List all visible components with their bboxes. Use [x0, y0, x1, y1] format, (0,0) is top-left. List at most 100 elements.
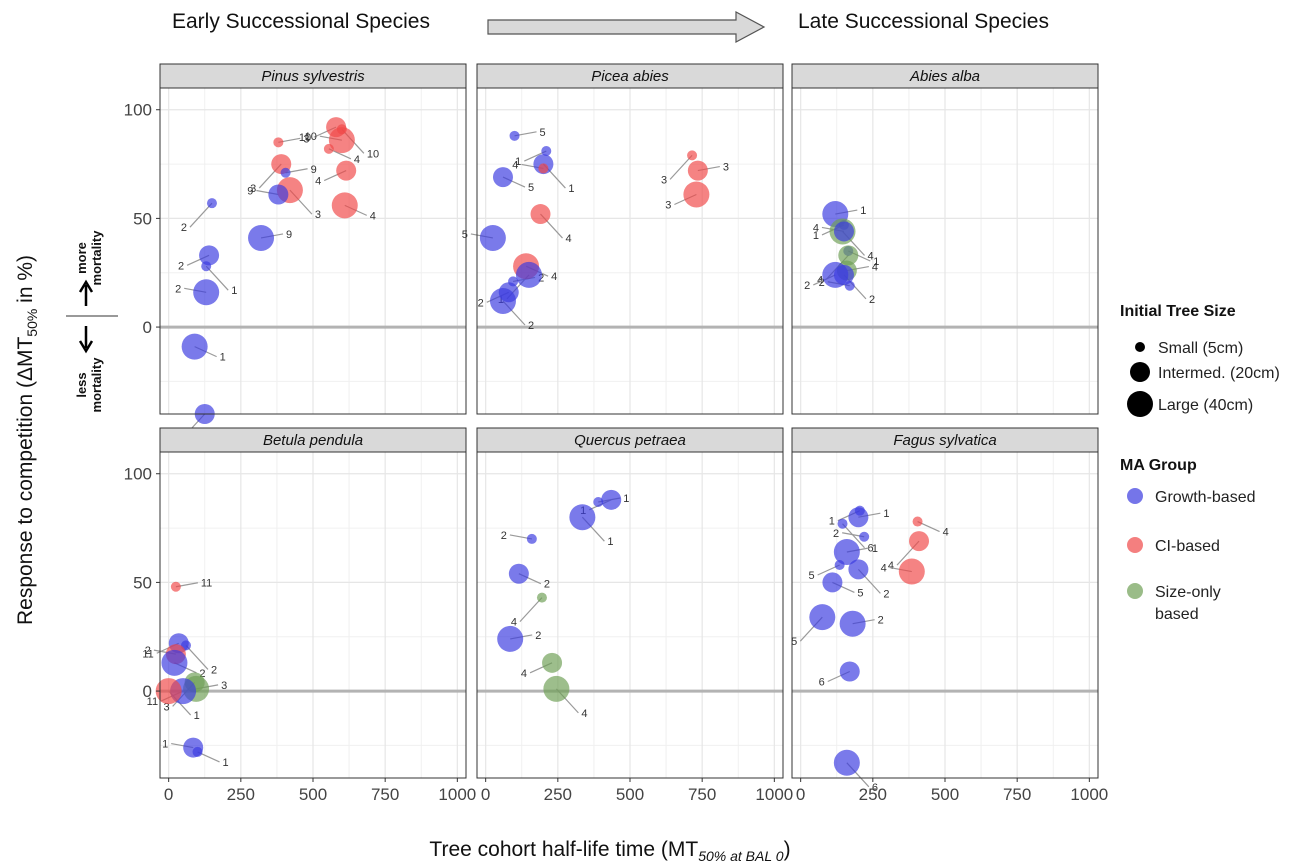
point-label: 5 [791, 636, 797, 648]
y-tick-label: 0 [143, 682, 152, 701]
point-label: 2 [175, 283, 181, 295]
point-label-leader [185, 645, 209, 670]
point-label: 2 [478, 297, 484, 309]
x-tick-label: 500 [299, 785, 327, 804]
legend-size-label: Intermed. (20cm) [1158, 365, 1280, 382]
y-tick-label: 100 [124, 101, 152, 120]
point-label: 1 [873, 256, 879, 268]
point-label: 6 [872, 782, 878, 794]
x-tick-label: 750 [371, 785, 399, 804]
point-label: 1 [872, 543, 878, 555]
point-label: 5 [540, 127, 546, 139]
arrow-down-icon [78, 326, 94, 354]
point-label: 2 [819, 277, 825, 289]
data-point [833, 221, 854, 242]
data-point [687, 160, 708, 181]
data-point [515, 261, 542, 288]
point-label: 5 [528, 182, 534, 194]
data-point [543, 675, 570, 702]
data-point [687, 150, 698, 161]
x-axis-title-main: Tree cohort half-life time (MT [429, 838, 698, 861]
data-point [161, 649, 188, 676]
data-point [839, 661, 860, 682]
point-label-leader [205, 265, 229, 291]
point-label: 1 [231, 285, 237, 297]
facet-panel: Picea abies511453334541222 [462, 63, 784, 415]
data-point [181, 333, 208, 360]
arrow-up-icon [78, 279, 94, 306]
data-point [170, 581, 181, 592]
data-point [569, 504, 596, 531]
succession-arrow-icon [487, 10, 766, 44]
data-point [193, 279, 220, 306]
data-point [492, 167, 513, 188]
data-point [479, 224, 506, 251]
x-tick-label: 250 [227, 785, 255, 804]
point-label: 10 [305, 131, 317, 143]
legend-group-swatch [1127, 537, 1143, 553]
point-label: 4 [354, 154, 360, 166]
facet-strip [476, 63, 784, 89]
point-label: 4 [521, 668, 527, 680]
facet-title: Abies alba [909, 68, 980, 85]
data-point [822, 572, 843, 593]
legend-group-title: MA Group [1120, 457, 1197, 474]
point-label: 6 [868, 543, 874, 555]
point-label: 6 [819, 677, 825, 689]
legend-size-label: Small (5cm) [1158, 340, 1243, 357]
point-label: 1 [194, 710, 200, 722]
data-point [833, 264, 854, 285]
data-point [593, 496, 604, 507]
data-point [833, 538, 860, 565]
facet-strip [159, 63, 467, 89]
point-label: 2 [833, 528, 839, 540]
data-point [536, 592, 547, 603]
point-label: 2 [883, 588, 889, 600]
point-label: 5 [462, 229, 468, 241]
point-label: 2 [804, 280, 810, 292]
legend-size-title: Initial Tree Size [1120, 303, 1236, 320]
x-tick-label: 250 [859, 785, 887, 804]
point-label: 4 [512, 159, 518, 171]
data-point [809, 604, 836, 631]
point-label: 4 [581, 708, 587, 720]
point-label: 2 [501, 530, 507, 542]
annotation-more-mortality: moremortality [74, 230, 104, 286]
header-late: Late Successional Species [798, 10, 1049, 33]
y-axis-title-end: in %) [14, 255, 37, 309]
y-axis-title: Response to competition (ΔMT50% in %) [14, 255, 40, 625]
header-early: Early Successional Species [172, 10, 430, 33]
annotation-less-mortality: lessmortality [74, 357, 104, 413]
data-point [155, 678, 182, 705]
point-label: 3 [661, 174, 667, 186]
data-point [328, 127, 355, 154]
legend-size-swatch [1127, 391, 1153, 417]
point-label: 2 [145, 645, 151, 657]
facet-title: Betula pendula [263, 432, 363, 449]
annotation-line: more [74, 242, 89, 274]
x-axis-title-sub: 50% at BAL 0 [698, 848, 784, 864]
facet-title: Pinus sylvestris [261, 68, 365, 85]
point-label: 2 [544, 579, 550, 591]
y-tick-label: 0 [143, 318, 152, 337]
x-tick-label: 1000 [1070, 785, 1108, 804]
y-tick-label: 50 [133, 209, 152, 228]
annotation-line: mortality [89, 357, 104, 413]
data-point [331, 192, 358, 219]
x-tick-label: 500 [616, 785, 644, 804]
point-label: 1 [515, 156, 521, 168]
data-point [336, 160, 357, 181]
data-point [541, 146, 552, 157]
point-label: 3 [315, 209, 321, 221]
data-point [497, 625, 524, 652]
y-axis-title-sub: 50% [24, 309, 40, 337]
annotation-line: less [74, 372, 89, 397]
point-label: 2 [181, 222, 187, 234]
data-point [538, 163, 549, 174]
point-label: 3 [221, 680, 227, 692]
x-tick-label: 750 [688, 785, 716, 804]
